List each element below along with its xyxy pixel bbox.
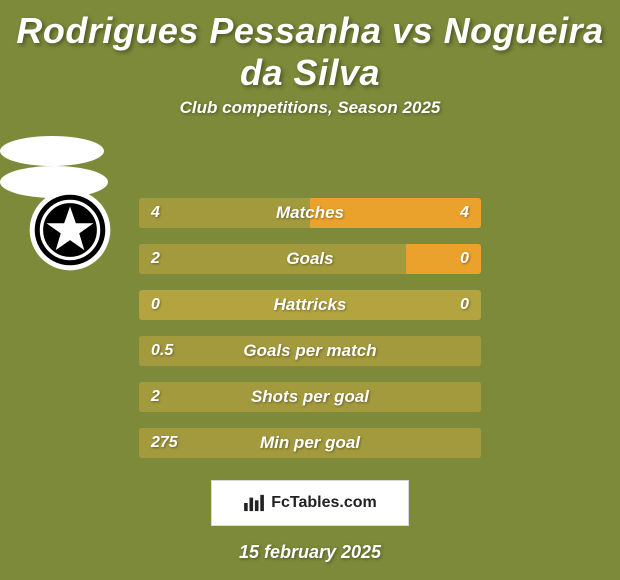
stat-label: Shots per goal [139, 387, 481, 407]
stat-bars: Matches44Goals20Hattricks00Goals per mat… [139, 198, 481, 458]
stat-row: Shots per goal2 [139, 382, 481, 412]
team-logo-left [28, 188, 112, 272]
stat-label: Goals per match [139, 341, 481, 361]
stat-value-left: 2 [151, 388, 160, 406]
player-left-name: Rodrigues Pessanha [16, 10, 381, 51]
stat-row: Goals2 0 [139, 244, 481, 274]
stat-value-left: 0 [151, 296, 160, 314]
vs-text: vs [392, 10, 433, 51]
comparison-title: Rodrigues Pessanha vs Nogueira da Silva [0, 0, 620, 98]
content-area: Matches44Goals20Hattricks00Goals per mat… [0, 136, 620, 563]
stat-label: Min per goal [139, 433, 481, 453]
stat-label: Goals [139, 249, 481, 269]
stat-value-left: 275 [151, 434, 178, 452]
stat-value-left: 0.5 [151, 342, 173, 360]
star-shield-icon [28, 188, 112, 272]
comparison-subtitle: Club competitions, Season 2025 [0, 98, 620, 136]
stat-value-right: 0 [460, 296, 469, 314]
stat-row: Min per goal275 [139, 428, 481, 458]
stat-value-left: 2 [151, 250, 160, 268]
bar-chart-icon [243, 494, 265, 512]
footer-date: 15 february 2025 [0, 542, 620, 563]
brand-text: FcTables.com [271, 494, 377, 512]
team-badge-placeholder-left [0, 136, 104, 166]
stat-value-right: 4 [460, 204, 469, 222]
stat-row: Hattricks0 0 [139, 290, 481, 320]
stat-label: Matches [139, 203, 481, 223]
stat-row: Goals per match0.5 [139, 336, 481, 366]
stat-row: Matches4 4 [139, 198, 481, 228]
stat-value-right: 0 [460, 250, 469, 268]
brand-badge: FcTables.com [211, 480, 409, 526]
stat-label: Hattricks [139, 295, 481, 315]
stat-value-left: 4 [151, 204, 160, 222]
